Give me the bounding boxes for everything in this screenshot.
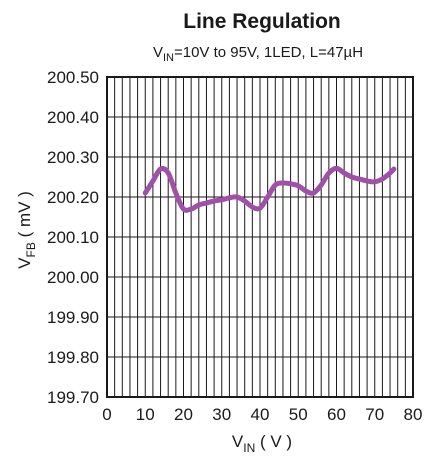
- x-tick-label: 50: [289, 405, 308, 424]
- y-tick-labels: 199.70 199.80 199.90 200.00 200.10 200.20 200.…: [47, 68, 99, 407]
- y-axis-label-subscript: FB: [24, 242, 38, 257]
- subtitle-suffix: =10V to 95V, 1LED, L=47µH: [174, 44, 363, 61]
- x-axis-label-prefix: V: [232, 432, 244, 451]
- x-tick-label: 0: [102, 405, 111, 424]
- y-axis-label-prefix: V: [15, 257, 34, 269]
- x-tick-label: 30: [212, 405, 231, 424]
- x-tick-label: 40: [251, 405, 270, 424]
- x-axis-label-subscript: IN: [243, 441, 255, 455]
- series-line: [142, 165, 397, 213]
- y-tick-label: 200.00: [47, 268, 99, 287]
- plot-frame: [106, 76, 414, 398]
- x-tick-label: 70: [365, 405, 384, 424]
- y-tick-label: 200.20: [47, 188, 99, 207]
- subtitle-prefix: V: [153, 44, 163, 61]
- series-layer: [142, 165, 397, 213]
- y-tick-label: 200.10: [47, 228, 99, 247]
- y-axis-label-suffix: ( mV ): [15, 191, 34, 242]
- y-tick-label: 200.50: [47, 68, 99, 87]
- plot-grid: [106, 76, 414, 398]
- x-tick-label: 60: [327, 405, 346, 424]
- subtitle-subscript: IN: [163, 52, 174, 64]
- x-axis-label-suffix: ( V ): [255, 432, 292, 451]
- x-axis-label: VIN ( V ): [232, 432, 292, 455]
- x-tick-labels: 0 10 20 30 40 50 60 70 80: [102, 405, 422, 424]
- x-tick-label: 20: [174, 405, 193, 424]
- chart-title: Line Regulation: [183, 10, 341, 33]
- x-tick-label: 10: [136, 405, 155, 424]
- y-tick-label: 199.70: [47, 388, 99, 407]
- y-tick-label: 200.30: [47, 148, 99, 167]
- y-tick-label: 199.90: [47, 308, 99, 327]
- y-tick-label: 200.40: [47, 108, 99, 127]
- x-tick-label: 80: [404, 405, 423, 424]
- y-tick-label: 199.80: [47, 348, 99, 367]
- chart-subtitle: VIN=10V to 95V, 1LED, L=47µH: [153, 44, 363, 64]
- y-axis-label: VFB ( mV ): [15, 191, 38, 269]
